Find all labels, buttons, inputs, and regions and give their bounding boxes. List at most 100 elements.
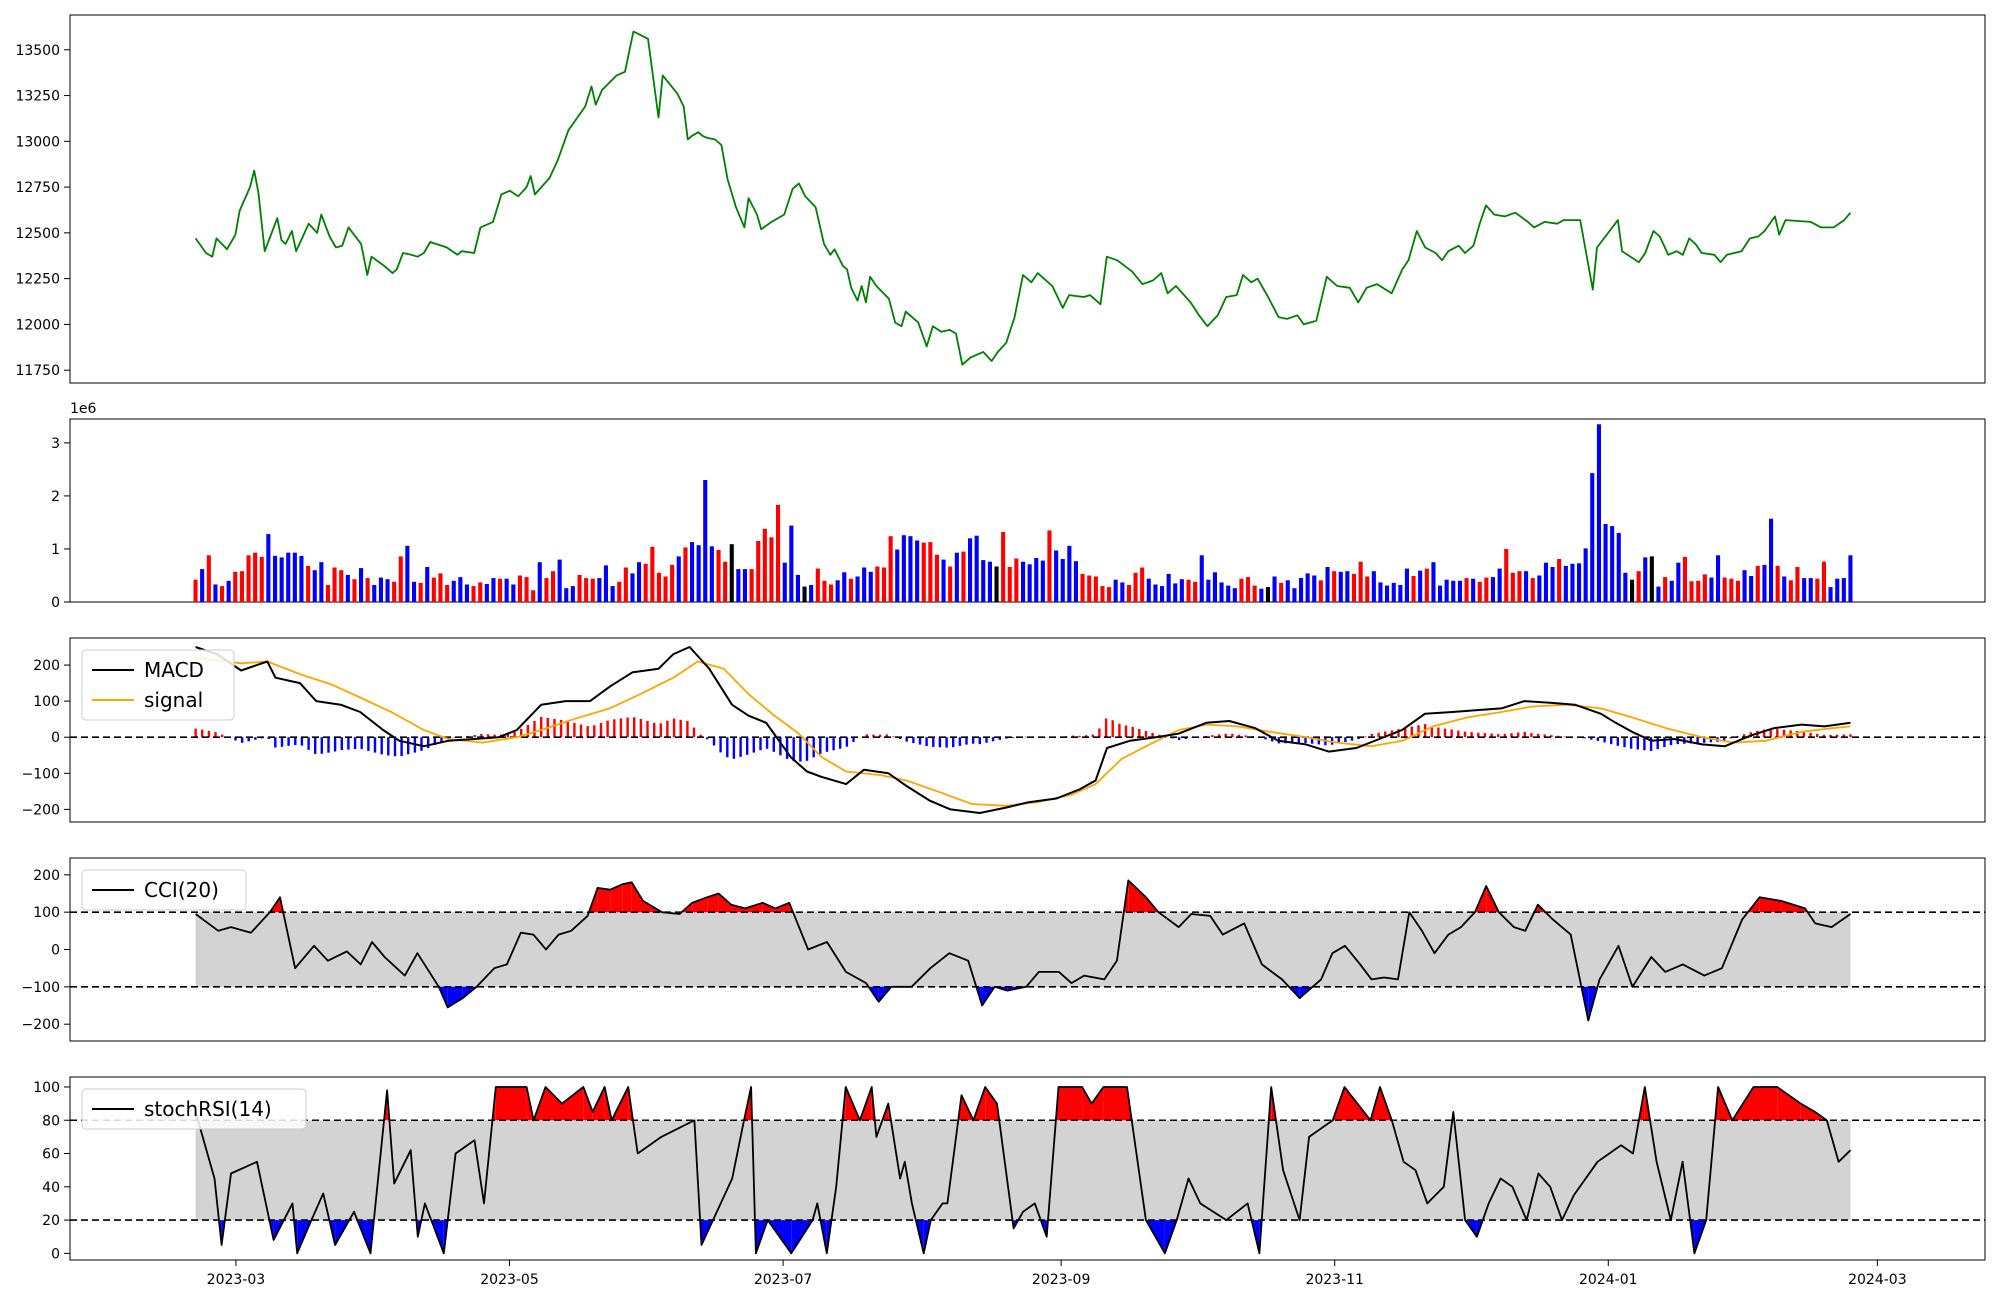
volume-bar bbox=[729, 544, 734, 602]
macd-histogram-bar bbox=[646, 721, 649, 738]
volume-bar bbox=[1292, 588, 1297, 602]
volume-bar bbox=[1398, 585, 1403, 602]
x-tick-label: 2023-07 bbox=[754, 1272, 813, 1288]
volume-bar bbox=[1305, 573, 1310, 602]
y-tick-label: 20 bbox=[42, 1213, 60, 1229]
volume-bar bbox=[630, 573, 635, 602]
volume-bar bbox=[273, 555, 278, 602]
volume-bar bbox=[259, 556, 264, 602]
volume-bar bbox=[365, 578, 370, 602]
volume-bar bbox=[1716, 555, 1721, 602]
macd-histogram-bar bbox=[639, 719, 643, 738]
macd-histogram-bar bbox=[932, 737, 935, 747]
macd-histogram-bar bbox=[1297, 737, 1300, 744]
volume-bar bbox=[266, 534, 271, 602]
volume-bar bbox=[1709, 577, 1714, 602]
volume-bar bbox=[1656, 586, 1661, 602]
volume-bar bbox=[1358, 561, 1363, 602]
macd-histogram-bar bbox=[280, 737, 284, 747]
volume-bar bbox=[1835, 578, 1840, 602]
legend-label: MACD bbox=[144, 658, 204, 682]
volume-bar bbox=[339, 570, 344, 602]
price-panel: 11750 12000 12250 12500 12750 13000 13250 13500 bbox=[15, 14, 1986, 384]
overbought-fill bbox=[718, 893, 732, 913]
volume-bar bbox=[1371, 571, 1376, 602]
volume-bar bbox=[875, 566, 880, 602]
macd-histogram-bar bbox=[579, 724, 583, 738]
macd-histogram-bar bbox=[1849, 734, 1852, 738]
volume-bar bbox=[1299, 578, 1304, 602]
volume-bar bbox=[405, 545, 410, 602]
macd-histogram-bar bbox=[1397, 729, 1400, 738]
volume-bar bbox=[551, 571, 556, 602]
volume-bar bbox=[709, 546, 714, 602]
volume-bar bbox=[690, 542, 695, 602]
volume-bar bbox=[1510, 572, 1515, 602]
macd-histogram-bar bbox=[353, 737, 357, 750]
volume-bar bbox=[1060, 559, 1065, 602]
volume-bar bbox=[676, 556, 681, 602]
macd-histogram-bar bbox=[1543, 734, 1546, 738]
macd-histogram-bar bbox=[1271, 737, 1274, 742]
x-tick-label: 2024-03 bbox=[1848, 1272, 1907, 1288]
volume-bar bbox=[524, 577, 529, 602]
volume-bar bbox=[206, 555, 211, 602]
volume-bar bbox=[1027, 564, 1032, 602]
volume-bar bbox=[809, 585, 814, 602]
volume-bar bbox=[696, 545, 701, 602]
macd-histogram-bar bbox=[686, 721, 689, 738]
macd-histogram-bar bbox=[752, 737, 755, 753]
volume-bar bbox=[941, 559, 946, 602]
macd-histogram-bar bbox=[1776, 729, 1779, 738]
macd-histogram-bar bbox=[965, 737, 968, 745]
volume-bar bbox=[617, 581, 622, 602]
volume-bar bbox=[802, 586, 807, 602]
volume-bar bbox=[643, 563, 648, 602]
macd-histogram-bar bbox=[593, 725, 596, 738]
macd-histogram-bar bbox=[958, 737, 962, 746]
volume-bar bbox=[325, 585, 330, 602]
macd-histogram-bar bbox=[779, 737, 782, 756]
overbought-fill bbox=[631, 882, 643, 913]
volume-bar bbox=[557, 559, 562, 602]
macd-histogram-bar bbox=[234, 737, 237, 741]
macd-panel: −200 −100 0 100 200 MACD signal bbox=[22, 637, 1986, 823]
volume-bar bbox=[1391, 582, 1396, 602]
macd-histogram-bar bbox=[1025, 736, 1028, 738]
y-tick-label: 1 bbox=[51, 542, 60, 558]
macd-histogram-bar bbox=[925, 737, 928, 747]
volume-bar bbox=[1457, 580, 1462, 602]
macd-histogram-bar bbox=[373, 737, 377, 753]
macd-histogram-bar bbox=[699, 734, 702, 738]
macd-histogram-bar bbox=[1816, 733, 1819, 738]
volume-bar bbox=[1385, 585, 1390, 602]
macd-histogram-bar bbox=[852, 737, 855, 742]
volume-bar bbox=[1755, 565, 1760, 602]
macd-histogram-bar bbox=[1483, 733, 1487, 738]
volume-bar bbox=[1802, 578, 1807, 602]
macd-histogram-bar bbox=[1463, 731, 1467, 738]
volume-bar bbox=[1338, 571, 1343, 602]
macd-histogram-bar bbox=[1071, 735, 1075, 738]
volume-bar bbox=[842, 572, 847, 602]
volume-bar bbox=[1212, 572, 1217, 602]
macd-histogram-bar bbox=[1836, 734, 1839, 738]
macd-histogram-bar bbox=[719, 737, 722, 753]
macd-histogram-bar bbox=[1610, 737, 1613, 745]
y-tick-label: 40 bbox=[42, 1180, 60, 1196]
volume-bar bbox=[1848, 555, 1853, 602]
volume-bar bbox=[948, 566, 953, 602]
macd-histogram-bar bbox=[706, 737, 709, 740]
volume-bar bbox=[1471, 578, 1476, 602]
volume-bar bbox=[213, 584, 218, 602]
stochrsi-line bbox=[194, 1086, 1852, 1255]
volume-bar bbox=[597, 578, 602, 602]
x-tick-label: 2023-09 bbox=[1032, 1272, 1091, 1288]
macd-histogram-bar bbox=[1769, 728, 1772, 738]
volume-bar bbox=[1120, 582, 1125, 602]
macd-histogram-bar bbox=[214, 732, 217, 738]
volume-bar bbox=[1093, 576, 1098, 602]
y-tick-label: 0 bbox=[51, 943, 60, 959]
volume-bar bbox=[1504, 549, 1509, 602]
volume-bar bbox=[372, 585, 377, 602]
